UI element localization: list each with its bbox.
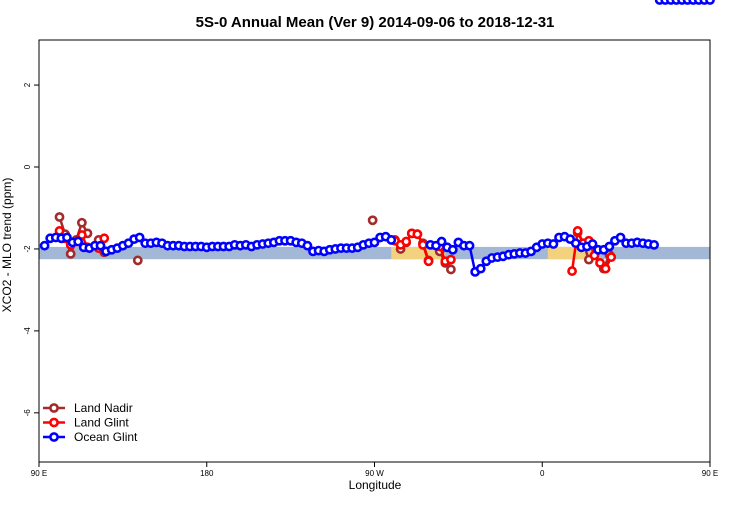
series-0-point xyxy=(446,264,456,275)
series-0-point xyxy=(65,248,76,259)
series-1-point xyxy=(606,252,617,263)
x-tick-label-3: 0 xyxy=(540,469,545,478)
series-2-point xyxy=(73,236,84,247)
series-0-point xyxy=(76,217,87,228)
y-tick-label-1: 0 xyxy=(23,164,32,169)
series-2-point xyxy=(386,235,397,245)
series-1-point xyxy=(412,229,423,240)
series-2-point xyxy=(615,232,626,243)
series-0-point xyxy=(367,215,378,226)
series-0-point xyxy=(54,212,65,222)
x-tick-label-4: 90 E xyxy=(702,469,718,478)
y-tick-label-4: -6 xyxy=(23,409,32,417)
plot-frame xyxy=(38,39,711,463)
series-2-point xyxy=(62,232,72,243)
series-1-point xyxy=(567,266,577,276)
y-tick-label-0: 2 xyxy=(23,82,32,87)
axes: 90 E 180 90 W 0 90 E 2 0 -2 -4 -6 xyxy=(23,82,718,478)
series-1-point xyxy=(401,236,412,247)
series-2-point xyxy=(369,237,380,248)
legend-label-2: Ocean Glint xyxy=(74,430,138,444)
legend-label-1: Land Glint xyxy=(74,416,129,430)
series-0-point xyxy=(132,255,143,266)
series-2-point xyxy=(95,240,106,251)
x-tick-label-1: 180 xyxy=(200,469,214,478)
series-1-point xyxy=(595,257,605,268)
legend-marker-0 xyxy=(49,403,59,413)
chart-title: 5S-0 Annual Mean (Ver 9) 2014-09-06 to 2… xyxy=(196,14,555,31)
series-2-point xyxy=(705,0,715,5)
series-2-point xyxy=(447,244,458,255)
y-axis-label: XCO2 - MLO trend (ppm) xyxy=(0,178,14,313)
series-2-point xyxy=(548,239,559,249)
series-2-point xyxy=(604,241,615,252)
series-2-point xyxy=(649,239,659,250)
series-2-point xyxy=(436,236,447,247)
series-2-point xyxy=(464,240,475,251)
series-2 xyxy=(39,0,715,277)
x-tick-label-0: 90 E xyxy=(31,469,47,478)
series-1-point xyxy=(423,256,434,267)
series-1-point xyxy=(600,263,611,274)
series-2-point xyxy=(587,239,598,249)
series-2-point xyxy=(39,240,50,251)
series-0 xyxy=(54,212,615,275)
legend-marker-1 xyxy=(49,417,59,428)
series-2-point xyxy=(302,240,313,251)
y-tick-label-2: -2 xyxy=(23,245,32,253)
x-axis-label: Longitude xyxy=(349,478,402,492)
legend-label-0: Land Nadir xyxy=(74,401,133,415)
series-2-point xyxy=(475,263,486,274)
series-1-point xyxy=(446,254,456,265)
y-tick-label-3: -4 xyxy=(23,327,32,335)
series-1-point xyxy=(99,233,110,244)
x-tick-label-2: 90 W xyxy=(365,469,384,478)
legend-marker-2 xyxy=(49,432,59,442)
series-group xyxy=(39,0,715,277)
series-1-point xyxy=(418,239,428,250)
series-1-point xyxy=(572,226,583,236)
series-2-point xyxy=(134,232,145,243)
